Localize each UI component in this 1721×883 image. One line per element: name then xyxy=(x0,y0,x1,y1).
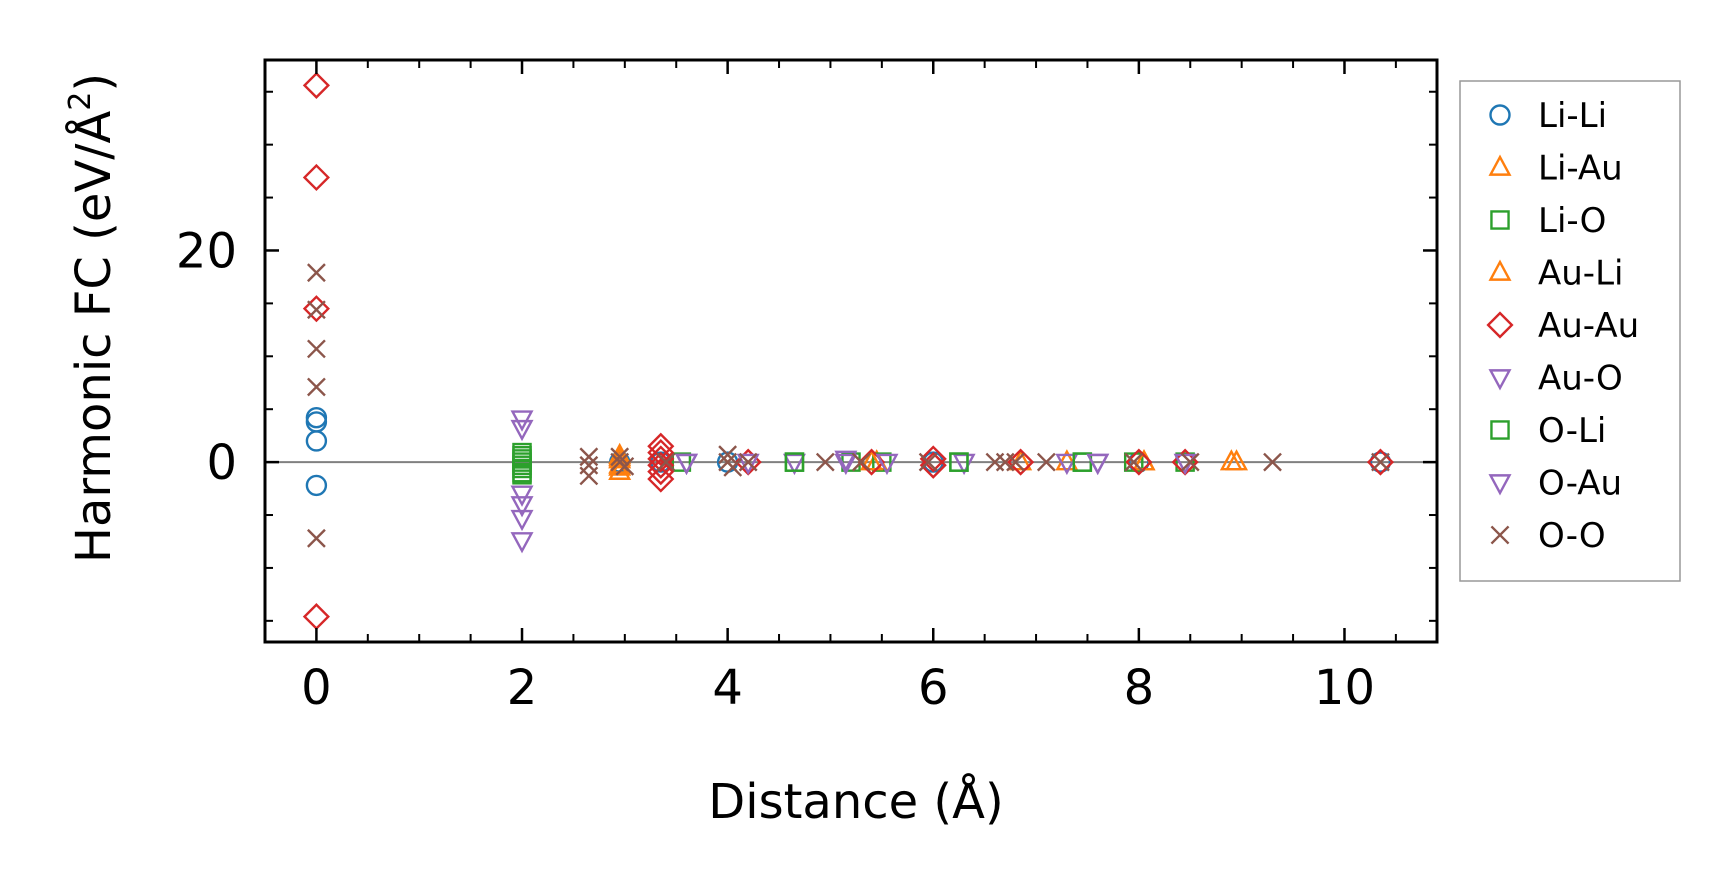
data-point-o-au xyxy=(510,509,534,532)
data-point-li-li xyxy=(305,474,328,497)
data-point-o-au xyxy=(510,496,534,518)
x-tick-label: 6 xyxy=(918,660,949,716)
legend-marker-o-au xyxy=(1488,474,1512,496)
data-point-au-au xyxy=(647,465,675,493)
data-point-o-o xyxy=(1263,452,1282,472)
legend-marker-au-o xyxy=(1488,369,1512,391)
data-point-o-o xyxy=(1036,452,1056,472)
y-axis-label-main: Harmonic FC (eV/Å xyxy=(65,111,122,564)
data-point-au-o xyxy=(1055,453,1079,476)
data-point-au-au xyxy=(302,163,330,192)
data-point-o-au xyxy=(510,532,534,554)
data-point-o-au xyxy=(510,485,534,507)
x-tick-label: 4 xyxy=(712,660,743,716)
data-point-o-o xyxy=(851,452,871,472)
legend-marker-au-li xyxy=(1488,259,1512,281)
data-point-o-au xyxy=(1086,453,1110,476)
data-point-au-o xyxy=(736,453,760,476)
data-point-o-o xyxy=(307,339,326,359)
data-point-o-o xyxy=(1006,452,1025,472)
legend-label-au-li: Au-Li xyxy=(1538,254,1623,294)
data-point-o-o xyxy=(738,452,758,472)
data-point-li-o xyxy=(671,452,692,472)
data-point-au-o xyxy=(875,453,899,476)
x-tick-label: 8 xyxy=(1124,660,1155,716)
data-point-au-au xyxy=(647,445,675,473)
data-point-o-au xyxy=(834,453,858,476)
x-tick-label: 10 xyxy=(1314,660,1375,716)
legend-marker-li-au xyxy=(1488,154,1512,176)
axes: 0 2 4 6 8 10 0 20 xyxy=(176,58,1439,716)
y-axis-label: Harmonic FC (eV/Å2) xyxy=(63,73,122,563)
data-point-o-li xyxy=(949,452,969,472)
data-point-au-au xyxy=(647,458,675,486)
data-point-o-o xyxy=(307,263,326,283)
legend-label-o-au: O-Au xyxy=(1538,464,1622,504)
legend-marker-li-o xyxy=(1490,210,1510,230)
data-point-o-au xyxy=(674,453,699,476)
legend-marker-li-li xyxy=(1489,104,1511,126)
data-point-au-o xyxy=(782,453,806,476)
legend: Li-Li Li-Au Li-O Au-Li Au-Au Au-O O-Li O-Au O-O xyxy=(1459,80,1681,582)
data-point-o-o xyxy=(307,300,326,320)
data-point-o-o xyxy=(579,447,599,467)
data-point-au-o xyxy=(510,419,534,442)
data-point-o-o xyxy=(1180,452,1200,472)
data-point-li-li xyxy=(1369,451,1392,473)
legend-label-li-li: Li-Li xyxy=(1538,96,1607,136)
data-point-au-au xyxy=(302,603,330,631)
data-point-li-o xyxy=(1123,452,1144,472)
x-axis-label: Distance (Å) xyxy=(708,773,1003,830)
x-tick-label: 2 xyxy=(507,660,538,716)
legend-label-o-o: O-O xyxy=(1538,516,1606,556)
data-point-o-o xyxy=(610,447,630,467)
data-point-au-o xyxy=(952,453,976,476)
x-tick-label: 0 xyxy=(301,660,332,716)
data-point-au-li xyxy=(860,449,884,471)
data-point-li-li xyxy=(305,430,328,452)
data-point-au-au xyxy=(919,445,947,473)
data-point-au-o xyxy=(834,450,858,472)
plot-area xyxy=(265,71,1437,631)
data-point-o-o xyxy=(307,377,326,397)
data-point-o-o xyxy=(718,445,738,465)
data-point-li-au xyxy=(608,458,632,480)
data-point-o-o xyxy=(615,456,635,476)
legend-marker-o-li xyxy=(1490,420,1510,440)
data-point-o-o xyxy=(656,452,676,472)
data-point-o-o xyxy=(1371,452,1390,472)
data-point-li-li xyxy=(305,406,328,429)
legend-label-li-au: Li-Au xyxy=(1538,149,1623,189)
data-point-o-o xyxy=(918,452,938,472)
data-point-o-li xyxy=(512,462,532,483)
data-point-o-o xyxy=(1124,452,1144,472)
data-point-o-o xyxy=(579,466,599,486)
data-point-au-au xyxy=(302,71,330,99)
data-point-au-au xyxy=(647,451,675,479)
legend-label-li-o: Li-O xyxy=(1538,201,1606,241)
y-tick-label: 20 xyxy=(176,223,237,279)
data-point-li-au xyxy=(1055,449,1079,471)
data-point-li-li xyxy=(305,411,328,433)
data-point-o-o xyxy=(815,452,835,472)
plot-frame xyxy=(263,58,1439,644)
y-tick-label: 0 xyxy=(206,435,237,491)
data-point-o-li xyxy=(784,452,805,472)
data-point-o-o xyxy=(723,458,743,477)
data-point-au-au xyxy=(302,295,330,323)
data-point-au-au xyxy=(647,439,675,467)
legend-marker-au-au xyxy=(1486,311,1514,339)
legend-label-au-o: Au-O xyxy=(1538,359,1623,399)
legend-label-o-li: O-Li xyxy=(1538,411,1606,451)
data-point-au-au xyxy=(1366,448,1395,476)
data-point-au-li xyxy=(1225,449,1249,471)
data-point-o-o xyxy=(307,528,326,548)
legend-marker-o-o xyxy=(1490,525,1510,545)
legend-label-au-au: Au-Au xyxy=(1538,306,1639,346)
y-axis-label-superscript: 2 xyxy=(63,92,98,111)
y-axis-label-close: ) xyxy=(66,73,122,92)
data-point-au-au xyxy=(919,451,947,479)
data-point-li-o xyxy=(872,452,892,472)
